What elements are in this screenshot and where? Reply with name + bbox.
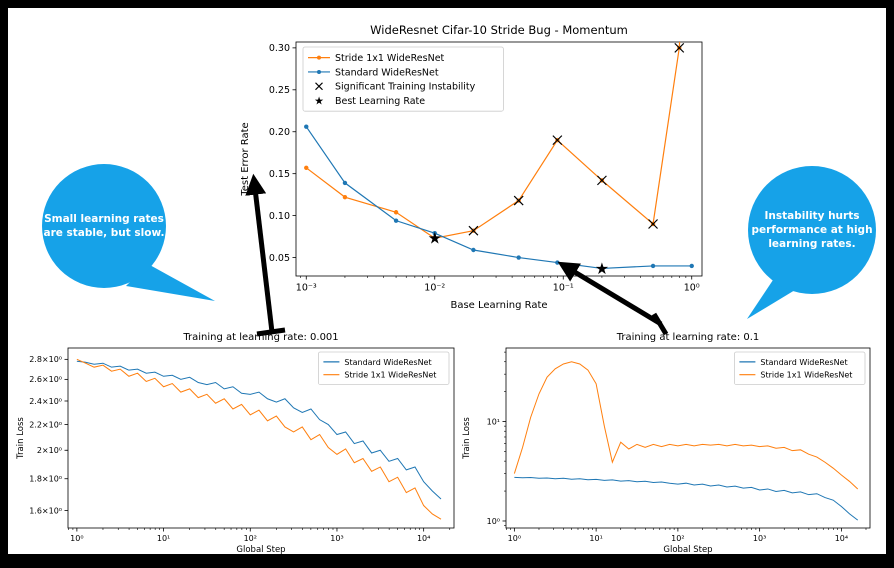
callout-text: Instability hurts performance at high le… <box>751 209 872 252</box>
y-tick-label: 2×10⁰ <box>37 446 62 455</box>
series-stride-1x1-wideresnet <box>76 358 442 520</box>
y-tick-label: 1.8×10⁰ <box>29 475 62 484</box>
x-tick-label: 10³ <box>330 534 343 543</box>
y-tick-label: 10⁰ <box>487 517 500 526</box>
x-tick-label: 10³ <box>753 534 766 543</box>
series-stride-1x1-wideresnet <box>513 361 859 490</box>
legend-label: Stride 1x1 WideResNet <box>335 53 445 64</box>
legend-label: Standard WideResNet <box>344 358 431 367</box>
series-standard-wideresnet <box>514 476 859 521</box>
x-axis-label: Global Step <box>663 545 712 555</box>
callout-line: learning rates. <box>768 238 856 251</box>
callout-instability-hurts: Instability hurts performance at high le… <box>748 166 876 294</box>
plot-frame <box>67 347 455 529</box>
y-tick-label: 0.30 <box>269 43 290 54</box>
y-tick-label: 0.15 <box>269 169 290 180</box>
legend-label: Stride 1x1 WideResNet <box>344 371 436 380</box>
chart-title: Training at learning rate: 0.001 <box>182 332 338 343</box>
y-tick-label: 0.20 <box>269 127 290 138</box>
x-tick-label: 10⁻² <box>424 283 445 294</box>
x-tick-label: 10⁻¹ <box>553 283 574 294</box>
x-tick-label: 10⁰ <box>70 534 83 543</box>
x-tick-label: 10⁰ <box>684 283 700 294</box>
x-tick-label: 10¹ <box>157 534 170 543</box>
y-tick-label: 1.6×10⁰ <box>29 506 62 515</box>
test-error-vs-learning-rate-chart: WideResnet Cifar-10 Stride Bug - Momentu… <box>240 23 703 311</box>
train-loss-lr-0.1-chart: Training at learning rate: 0.1 10⁰ 10¹ 10² 1… <box>462 332 871 555</box>
y-tick-label: 2.8×10⁰ <box>29 355 62 364</box>
legend-box <box>733 351 866 385</box>
legend-label: Best Learning Rate <box>335 96 425 107</box>
x-axis-label: Base Learning Rate <box>450 300 547 311</box>
x-tick-label: 10² <box>244 534 257 543</box>
y-tick-label: 2.6×10⁰ <box>29 375 62 384</box>
train-loss-lr-0.001-chart: Training at learning rate: 0.001 10⁰ 10¹ 10… <box>16 332 455 555</box>
x-tick-label: 10⁰ <box>508 534 521 543</box>
chart-title: Training at learning rate: 0.1 <box>616 332 760 343</box>
best-lr-star-marker: ★ <box>595 259 609 278</box>
legend-box <box>302 46 504 112</box>
legend-label: Stride 1x1 WideResNet <box>760 371 852 380</box>
series-standard-wideresnet <box>305 126 692 270</box>
x-axis-label: Global Step <box>236 545 285 555</box>
x-tick-label: 10⁴ <box>417 534 430 543</box>
y-axis-label: Train Loss <box>16 417 26 460</box>
y-axis-label: Train Loss <box>462 417 472 460</box>
best-lr-star-marker: ★ <box>428 229 442 248</box>
callout-small-learning-rates: Small learning rates are stable, but slo… <box>42 164 166 288</box>
plot-frame <box>505 347 871 529</box>
y-axis-label: Test Error Rate <box>240 122 251 196</box>
callout-line: Instability hurts <box>764 209 860 222</box>
series-standard-wideresnet <box>76 360 442 500</box>
legend-box <box>317 351 450 385</box>
chart-title: WideResnet Cifar-10 Stride Bug - Momentu… <box>370 23 628 37</box>
x-tick-label: 10² <box>671 534 684 543</box>
x-tick-label: 10¹ <box>589 534 602 543</box>
y-tick-label: 0.10 <box>269 211 290 222</box>
callout-line: performance at high <box>751 223 873 236</box>
svg-text:★: ★ <box>314 95 324 108</box>
callout-line: are stable, but slow. <box>43 227 165 239</box>
legend-label: Standard WideResNet <box>335 67 439 78</box>
legend-label: Standard WideResNet <box>760 358 847 367</box>
callout-text: Small learning rates are stable, but slo… <box>43 212 164 240</box>
x-tick-label: 10⁴ <box>835 534 848 543</box>
x-tick-label: 10⁻³ <box>296 283 317 294</box>
callout-line: Small learning rates <box>44 212 164 225</box>
y-tick-label: 0.05 <box>269 253 290 264</box>
y-tick-label: 2.2×10⁰ <box>29 420 62 429</box>
y-tick-label: 10¹ <box>487 417 500 426</box>
plot-frame <box>295 41 703 277</box>
y-tick-label: 2.4×10⁰ <box>29 397 62 406</box>
legend-label: Significant Training Instability <box>335 82 476 93</box>
y-tick-label: 0.25 <box>269 85 290 96</box>
